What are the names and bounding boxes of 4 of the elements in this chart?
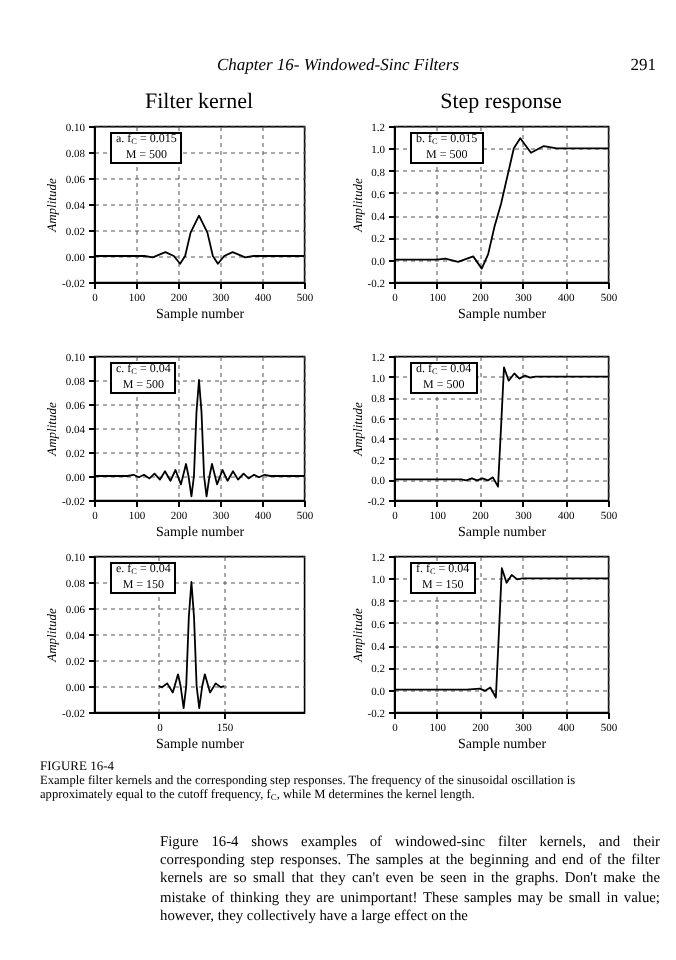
text: Chapter 16- Windowed-Sinc Filters [216, 54, 460, 74]
chart-title: Step response [440, 90, 563, 114]
chart-title: Filter kernel [144, 90, 254, 114]
text: 291 [628, 54, 656, 74]
